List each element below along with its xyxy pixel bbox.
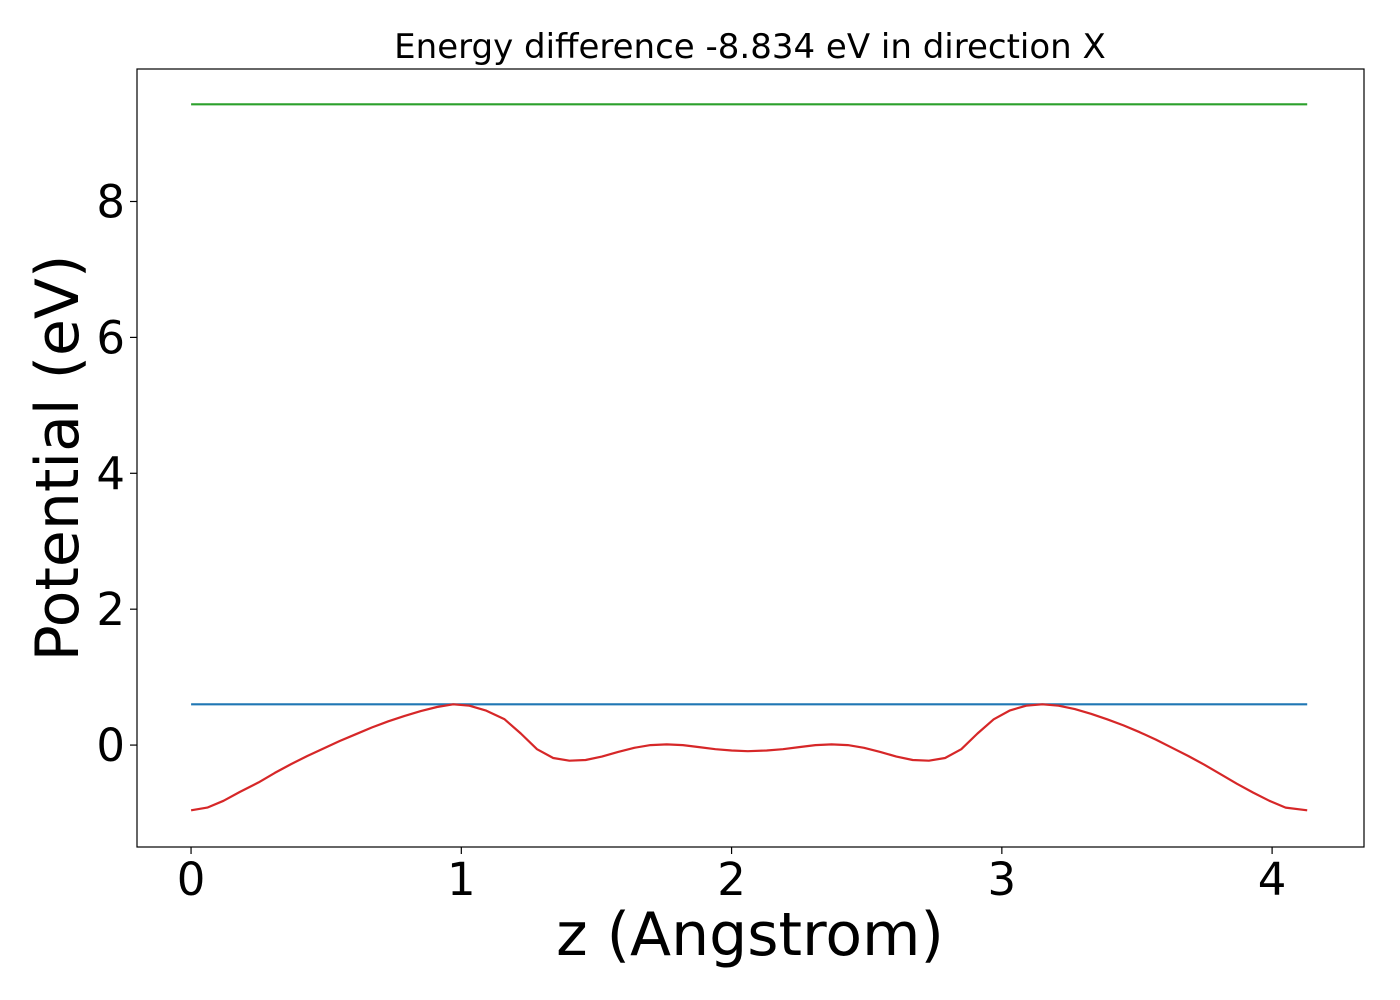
plot-area [190,103,1308,812]
x-tick-label: 2 [717,853,746,906]
y-axis-label: Potential (eV) [23,255,93,662]
y-axis: 0 2 4 6 8 [96,175,137,772]
chart-title: Energy difference -8.834 eV in direction… [394,27,1106,67]
y-tick-label: 8 [96,175,125,228]
x-axis-label: z (Angstrom) [556,900,944,970]
y-tick-label: 4 [96,447,125,500]
y-tick-label: 0 [96,719,125,772]
y-tick-label: 2 [96,583,125,636]
y-tick-label: 6 [96,311,125,364]
x-tick-label: 1 [447,853,476,906]
series-line-3 [190,703,1308,812]
plot-frame [136,68,1365,848]
x-tick-label: 0 [177,853,206,906]
x-axis: 0 1 2 3 4 [177,847,1287,906]
x-tick-label: 4 [1258,853,1287,906]
x-tick-label: 3 [988,853,1017,906]
